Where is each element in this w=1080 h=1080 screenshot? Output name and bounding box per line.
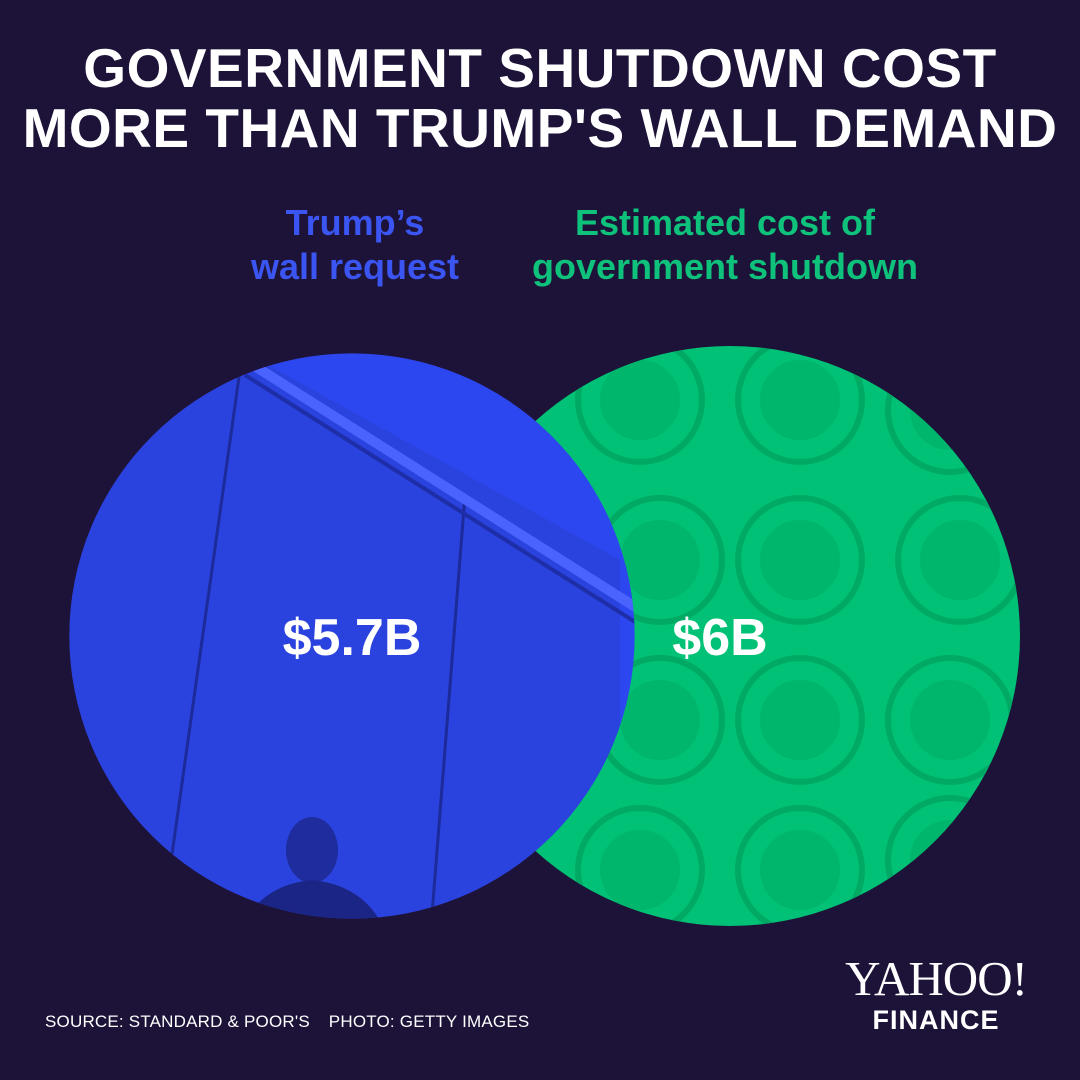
yahoo-finance-logo: YAHOO! FINANCE xyxy=(836,951,1036,1036)
chart-title: GOVERNMENT SHUTDOWN COST MORE THAN TRUMP… xyxy=(0,38,1080,158)
logo-yahoo: YAHOO! xyxy=(845,951,1028,1006)
wall-label-line-1: Trump’s xyxy=(285,202,425,243)
agency-seals-pattern xyxy=(575,346,1020,926)
photo-credit: PHOTO: GETTY IMAGES xyxy=(328,1012,530,1031)
shutdown-label-line-1: Estimated cost of xyxy=(574,202,876,243)
shutdown-label-line-2: government shutdown xyxy=(532,246,918,287)
title-line-1: GOVERNMENT SHUTDOWN COST xyxy=(83,37,997,99)
logo-finance: FINANCE xyxy=(872,1005,1000,1035)
wall-label-line-2: wall request xyxy=(250,246,460,287)
source-note: SOURCE: STANDARD & POOR'S PHOTO: GETTY I… xyxy=(45,1012,529,1032)
wall-value-label: $5.7B xyxy=(283,609,422,667)
title-line-2: MORE THAN TRUMP'S WALL DEMAND xyxy=(22,97,1058,159)
source-text: SOURCE: STANDARD & POOR'S xyxy=(45,1012,310,1031)
shutdown-cost-label: Estimated cost of government shutdown xyxy=(480,201,970,289)
shutdown-value-label: $6B xyxy=(672,609,767,667)
wall-request-label: Trump’s wall request xyxy=(210,201,500,289)
